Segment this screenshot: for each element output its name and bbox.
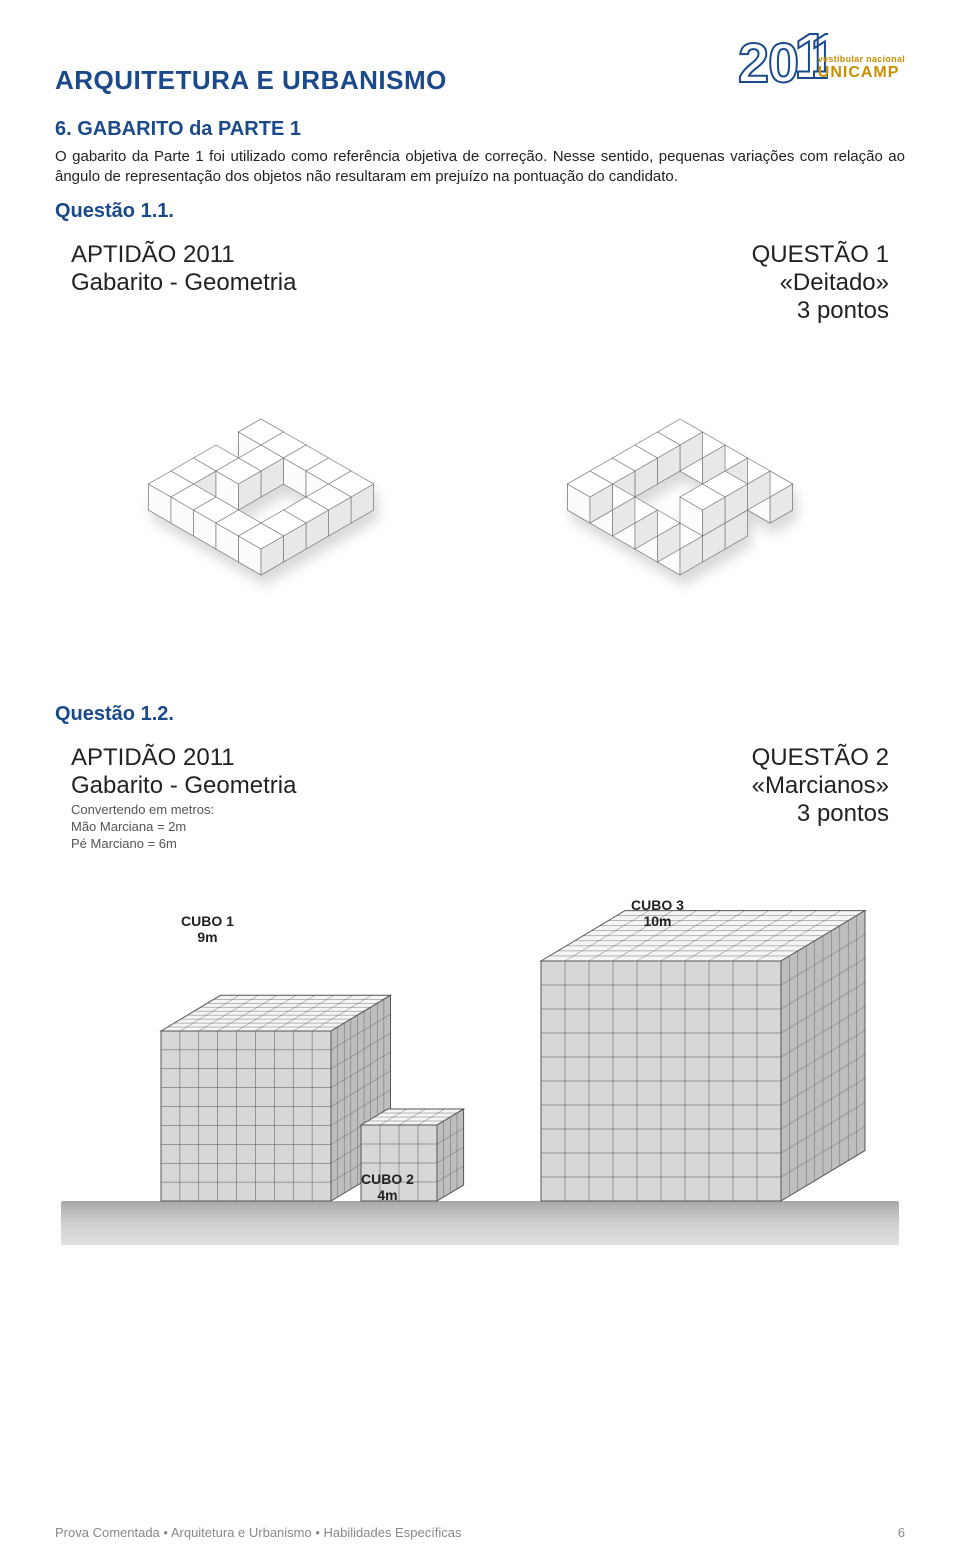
q11-shape-right — [530, 385, 850, 665]
q11-right-line2: «Deitado» — [752, 269, 889, 297]
section-6-text: O gabarito da Parte 1 foi utilizado como… — [55, 147, 905, 188]
q12-left-line1: APTIDÃO 2011 — [71, 744, 296, 772]
footer-text: Prova Comentada • Arquitetura e Urbanism… — [55, 1525, 462, 1540]
figure-q11: APTIDÃO 2011 Gabarito - Geometria QUESTÃ… — [55, 233, 905, 691]
logo-brand: UNICAMP — [818, 64, 905, 82]
page-number: 6 — [898, 1525, 905, 1540]
question-1-1-label: Questão 1.1. — [55, 200, 905, 223]
figure-q12: APTIDÃO 2011 Gabarito - Geometria Conver… — [55, 736, 905, 1257]
question-1-2-label: Questão 1.2. — [55, 703, 905, 726]
year-outline-icon: 2 0 1 1 — [738, 30, 828, 100]
section-6-heading: 6. GABARITO da PARTE 1 — [55, 118, 905, 141]
q12-sub1: Convertendo em metros: — [71, 802, 296, 817]
logo-2011: 2 0 1 1 vestibular nacional UNICAMP — [738, 30, 905, 100]
q12-cubes-area: CUBO 19m CUBO 24m CUBO 310m — [61, 871, 899, 1251]
cube2-label: CUBO 24m — [361, 1171, 414, 1203]
q11-shape-left — [111, 385, 431, 665]
q11-right-line3: 3 pontos — [752, 297, 889, 325]
cube3-label: CUBO 310m — [631, 897, 684, 929]
q12-right-line3: 3 pontos — [752, 800, 889, 828]
cube1-label: CUBO 19m — [181, 913, 234, 945]
q12-sub2: Mão Marciana = 2m — [71, 819, 296, 834]
q12-sub3: Pé Marciano = 6m — [71, 836, 296, 851]
logo-subtext: vestibular nacional — [818, 54, 905, 64]
q12-right-line2: «Marcianos» — [752, 772, 889, 800]
q11-left-line1: APTIDÃO 2011 — [71, 241, 296, 269]
q11-right-line1: QUESTÃO 1 — [752, 241, 889, 269]
q12-left-line2: Gabarito - Geometria — [71, 772, 296, 800]
q12-right-line1: QUESTÃO 2 — [752, 744, 889, 772]
main-title: ARQUITETURA E URBANISMO — [55, 65, 447, 96]
svg-text:2: 2 — [738, 31, 769, 94]
q11-left-line2: Gabarito - Geometria — [71, 269, 296, 297]
